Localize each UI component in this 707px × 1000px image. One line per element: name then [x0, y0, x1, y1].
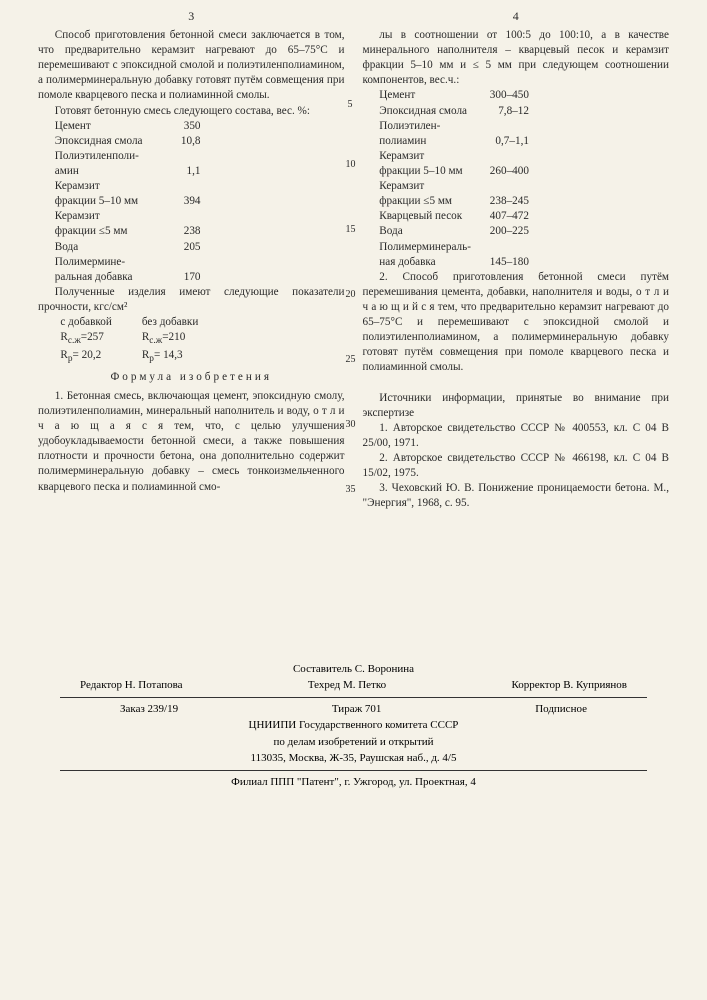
table-cell	[479, 149, 529, 164]
table-cell: Керамзит	[379, 149, 479, 164]
footer-branch: Филиал ППП "Патент", г. Ужгород, ул. Про…	[0, 774, 707, 791]
table-cell: Кварцевый песок	[379, 209, 479, 224]
sources-heading: Источники информации, принятые во вниман…	[363, 391, 670, 421]
footer-subscr: Подписное	[535, 701, 587, 718]
table-cell: 205	[151, 240, 201, 255]
table-cell	[151, 255, 201, 270]
table-cell: Полимермине-	[55, 255, 151, 270]
table-cell: Вода	[55, 240, 151, 255]
left-para-3: Полученные изделия имеют следующие показ…	[38, 285, 345, 315]
table-cell: Rс.ж=257	[60, 330, 141, 348]
footer-addr: 113035, Москва, Ж-35, Раушская наб., д. …	[0, 750, 707, 767]
table-cell: Эпоксидная смола	[379, 104, 479, 119]
table-cell: 145–180	[479, 255, 529, 270]
table-cell: 300–450	[479, 88, 529, 103]
table-header: без добавки	[142, 315, 229, 330]
page-body: 647278 3 Способ приготовления бетонной с…	[0, 0, 707, 512]
table-cell: 1,1	[151, 164, 201, 179]
table-cell: Rр= 14,3	[142, 348, 229, 366]
table-cell: Эпоксидная смола	[55, 134, 151, 149]
table-cell: 170	[151, 270, 201, 285]
right-column: 4 лы в соотношении от 100:5 до 100:10, а…	[363, 28, 670, 512]
table-cell: 7,8–12	[479, 104, 529, 119]
footer-editor: Редактор Н. Потапова	[80, 677, 183, 694]
table-cell: 10,8	[151, 134, 201, 149]
table-cell: Вода	[379, 224, 479, 239]
table-cell: ная добавка	[379, 255, 479, 270]
footer-org2: по делам изобретений и открытий	[0, 734, 707, 751]
footer-rule	[60, 770, 647, 771]
table-cell	[479, 119, 529, 134]
footer-techred: Техред М. Петко	[308, 677, 386, 694]
table-cell: 394	[151, 194, 201, 209]
right-para-1: лы в соотношении от 100:5 до 100:10, а в…	[363, 28, 670, 88]
footer-order-row: Заказ 239/19 Тираж 701 Подписное	[0, 701, 707, 718]
table-cell: 0,7–1,1	[479, 134, 529, 149]
formula-heading: Формула изобретения	[38, 370, 345, 385]
table-cell: 350	[151, 119, 201, 134]
table-cell	[151, 179, 201, 194]
table-cell: 407–472	[479, 209, 529, 224]
footer-block: Составитель С. Воронина Редактор Н. Пота…	[0, 661, 707, 791]
source-2: 2. Авторское свидетельство СССР № 466198…	[363, 451, 670, 481]
table-cell: фракции 5–10 мм	[379, 164, 479, 179]
table-cell: 260–400	[479, 164, 529, 179]
table-cell	[479, 240, 529, 255]
table-header: с добавкой	[60, 315, 141, 330]
left-table-1: Цемент350Эпоксидная смола10,8Полиэтиленп…	[55, 119, 201, 285]
line-num: 35	[346, 483, 356, 497]
right-table-1: Цемент300–450Эпоксидная смола7,8–12Полиэ…	[379, 88, 529, 269]
footer-rule	[60, 697, 647, 698]
table-cell: 238–245	[479, 194, 529, 209]
line-num: 20	[346, 288, 356, 302]
table-cell: Цемент	[55, 119, 151, 134]
line-num: 10	[346, 158, 356, 172]
table-cell: Rр= 20,2	[60, 348, 141, 366]
table-cell: 238	[151, 224, 201, 239]
left-para-2: Готовят бетонную смесь следующего состав…	[38, 104, 345, 119]
footer-credits-row: Редактор Н. Потапова Техред М. Петко Кор…	[0, 677, 707, 694]
line-num: 30	[346, 418, 356, 432]
footer-tirage: Тираж 701	[332, 701, 382, 718]
table-cell: фракции 5–10 мм	[55, 194, 151, 209]
col-num-left: 3	[188, 8, 194, 24]
left-table-2: с добавкойбез добавкиRс.ж=257Rс.ж=210Rр=…	[60, 315, 228, 366]
table-cell: 200–225	[479, 224, 529, 239]
left-para-1: Способ приготовления бетонной смеси закл…	[38, 28, 345, 104]
table-cell: фракции ≤5 мм	[55, 224, 151, 239]
table-cell	[479, 179, 529, 194]
col-num-right: 4	[513, 8, 519, 24]
source-1: 1. Авторское свидетельство СССР № 400553…	[363, 421, 670, 451]
table-cell: Полиэтилен-	[379, 119, 479, 134]
table-cell: Полимерминераль-	[379, 240, 479, 255]
line-num: 25	[346, 353, 356, 367]
left-column: 3 Способ приготовления бетонной смеси за…	[38, 28, 345, 512]
line-num: 5	[348, 98, 353, 112]
table-cell: ральная добавка	[55, 270, 151, 285]
table-cell: Керамзит	[55, 209, 151, 224]
table-cell: Керамзит	[379, 179, 479, 194]
footer-org1: ЦНИИПИ Государственного комитета СССР	[0, 717, 707, 734]
source-3: 3. Чеховский Ю. В. Понижение проницаемос…	[363, 481, 670, 511]
table-cell	[151, 209, 201, 224]
footer-compiler: Составитель С. Воронина	[0, 661, 707, 678]
footer-order: Заказ 239/19	[120, 701, 178, 718]
table-cell: фракции ≤5 мм	[379, 194, 479, 209]
table-cell	[151, 149, 201, 164]
table-cell: Керамзит	[55, 179, 151, 194]
line-num: 15	[346, 223, 356, 237]
table-cell: Цемент	[379, 88, 479, 103]
table-cell: Полиэтиленполи-	[55, 149, 151, 164]
left-claim-1: 1. Бетонная смесь, включающая цемент, эп…	[38, 389, 345, 495]
footer-corrector: Корректор В. Куприянов	[511, 677, 627, 694]
table-cell: Rс.ж=210	[142, 330, 229, 348]
table-cell: полиамин	[379, 134, 479, 149]
table-cell: амин	[55, 164, 151, 179]
right-claim-2: 2. Способ приготовления бетонной смеси п…	[363, 270, 670, 376]
